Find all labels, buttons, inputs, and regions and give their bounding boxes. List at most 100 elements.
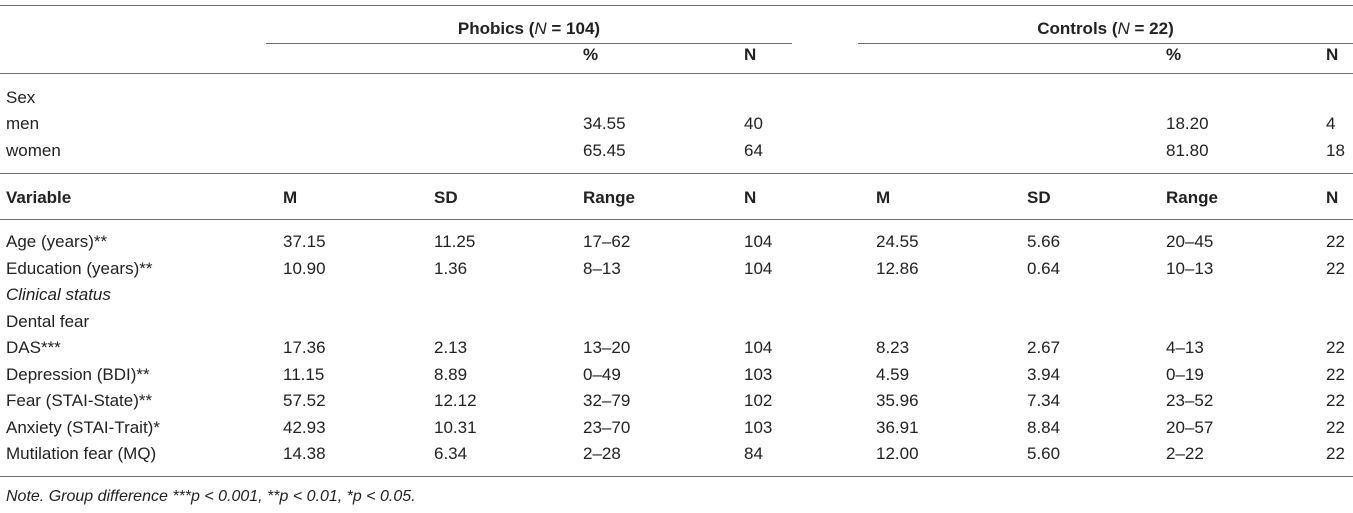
cell-n-controls: 22	[1326, 444, 1345, 463]
cell-sd-controls: 5.60	[1027, 444, 1061, 463]
cell-n-controls: 22	[1326, 365, 1345, 384]
cell-sd-phobics: 6.34	[434, 444, 468, 463]
cell-phobics-n: 64	[744, 141, 763, 160]
cell-m-phobics: 57.52	[283, 391, 326, 410]
cell-n-controls: 22	[1326, 338, 1345, 357]
section-row: Dental fear	[0, 309, 1353, 335]
cell-range-controls: 20–45	[1166, 232, 1214, 251]
cell-m-phobics: 17.36	[283, 338, 326, 357]
cell-sd-phobics: 1.36	[434, 259, 468, 278]
header-m-controls: M	[876, 188, 891, 207]
cell-m-controls: 4.59	[876, 365, 910, 384]
table-row: Age (years)** 37.15 11.25 17–62 104 24.5…	[0, 229, 1353, 255]
cell-m-phobics: 10.90	[283, 259, 326, 278]
row-label: Age (years)**	[6, 232, 108, 251]
row-label: men	[6, 114, 40, 133]
row-label: Education (years)**	[6, 259, 153, 278]
cell-m-controls: 12.86	[876, 259, 919, 278]
cell-phobics-pct: 34.55	[583, 114, 626, 133]
cell-m-controls: 35.96	[876, 391, 919, 410]
variable-header-rule	[0, 219, 1353, 220]
cell-n-phobics: 104	[744, 338, 773, 357]
table-row: men 34.55 40 18.20 4	[0, 111, 1353, 137]
cell-range-phobics: 32–79	[583, 391, 631, 410]
row-label: women	[6, 141, 61, 160]
header-n-phobics: N	[744, 45, 757, 64]
section-label-clinical-status: Clinical status	[6, 285, 111, 304]
cell-m-controls: 12.00	[876, 444, 919, 463]
header-sd-controls: SD	[1027, 188, 1051, 207]
bottom-rule	[0, 476, 1353, 477]
header-m-phobics: M	[283, 188, 298, 207]
cell-range-controls: 23–52	[1166, 391, 1214, 410]
cell-n-phobics: 102	[744, 391, 773, 410]
cell-sd-phobics: 10.31	[434, 418, 477, 437]
cell-sd-controls: 5.66	[1027, 232, 1061, 251]
group-rule-phobics	[266, 43, 792, 44]
cell-controls-n: 18	[1326, 141, 1345, 160]
cell-sd-controls: 7.34	[1027, 391, 1061, 410]
row-label: Anxiety (STAI-Trait)*	[6, 418, 160, 437]
cell-n-phobics: 84	[744, 444, 763, 463]
group-rule-controls	[858, 43, 1353, 44]
cell-n-controls: 22	[1326, 391, 1345, 410]
cell-controls-n: 4	[1326, 114, 1336, 133]
cell-range-phobics: 23–70	[583, 418, 631, 437]
variable-header-row: Variable M SD Range N M SD Range N	[0, 185, 1353, 211]
sex-label-row: Sex	[0, 85, 1353, 111]
table-row: Anxiety (STAI-Trait)* 42.93 10.31 23–70 …	[0, 415, 1353, 441]
cell-n-controls: 22	[1326, 418, 1345, 437]
cell-range-controls: 10–13	[1166, 259, 1214, 278]
header-variable: Variable	[6, 188, 72, 207]
pct-header-rule	[0, 73, 1353, 74]
table-row: DAS*** 17.36 2.13 13–20 104 8.23 2.67 4–…	[0, 335, 1353, 361]
table-row: Mutilation fear (MQ) 14.38 6.34 2–28 84 …	[0, 441, 1353, 467]
cell-n-phobics: 104	[744, 259, 773, 278]
table-row: Depression (BDI)** 11.15 8.89 0–49 103 4…	[0, 362, 1353, 388]
table-note: Note. Group difference ***p < 0.001, **p…	[6, 488, 416, 505]
cell-sd-phobics: 11.25	[434, 232, 476, 251]
cell-sd-phobics: 12.12	[434, 391, 477, 410]
row-label: Fear (STAI-State)**	[6, 391, 153, 410]
cell-sd-phobics: 2.13	[434, 338, 468, 357]
cell-m-phobics: 14.38	[283, 444, 326, 463]
row-label: Depression (BDI)**	[6, 365, 150, 384]
sex-label: Sex	[6, 88, 36, 107]
cell-m-controls: 36.91	[876, 418, 919, 437]
cell-range-controls: 0–19	[1166, 365, 1204, 384]
header-n-controls: N	[1326, 188, 1339, 207]
cell-m-phobics: 42.93	[283, 418, 326, 437]
cell-phobics-pct: 65.45	[583, 141, 626, 160]
header-range-phobics: Range	[583, 188, 635, 207]
table-row: Fear (STAI-State)** 57.52 12.12 32–79 10…	[0, 388, 1353, 414]
header-range-controls: Range	[1166, 188, 1218, 207]
cell-m-phobics: 37.15	[283, 232, 326, 251]
header-pct-phobics: %	[583, 45, 599, 64]
section-row: Clinical status	[0, 282, 1353, 308]
cell-range-phobics: 0–49	[583, 365, 621, 384]
row-label: DAS***	[6, 338, 61, 357]
cell-phobics-n: 40	[744, 114, 763, 133]
header-pct-controls: %	[1166, 45, 1182, 64]
top-rule	[0, 5, 1353, 6]
cell-m-controls: 8.23	[876, 338, 910, 357]
header-n-phobics: N	[744, 188, 757, 207]
cell-controls-pct: 18.20	[1166, 114, 1209, 133]
cell-sd-controls: 3.94	[1027, 365, 1061, 384]
group-header-phobics: Phobics (N = 104)	[457, 19, 601, 38]
cell-n-phobics: 104	[744, 232, 773, 251]
cell-range-phobics: 13–20	[583, 338, 631, 357]
row-label: Mutilation fear (MQ)	[6, 444, 157, 463]
cell-n-phobics: 103	[744, 365, 773, 384]
cell-m-phobics: 11.15	[283, 365, 325, 384]
cell-range-controls: 20–57	[1166, 418, 1214, 437]
cell-range-phobics: 17–62	[583, 232, 631, 251]
cell-range-phobics: 8–13	[583, 259, 621, 278]
cell-sd-controls: 8.84	[1027, 418, 1061, 437]
table-row: Education (years)** 10.90 1.36 8–13 104 …	[0, 256, 1353, 282]
header-sd-phobics: SD	[434, 188, 458, 207]
header-n-controls: N	[1326, 45, 1339, 64]
group-header-controls: Controls (N = 22)	[1037, 19, 1174, 38]
cell-sd-controls: 0.64	[1027, 259, 1061, 278]
